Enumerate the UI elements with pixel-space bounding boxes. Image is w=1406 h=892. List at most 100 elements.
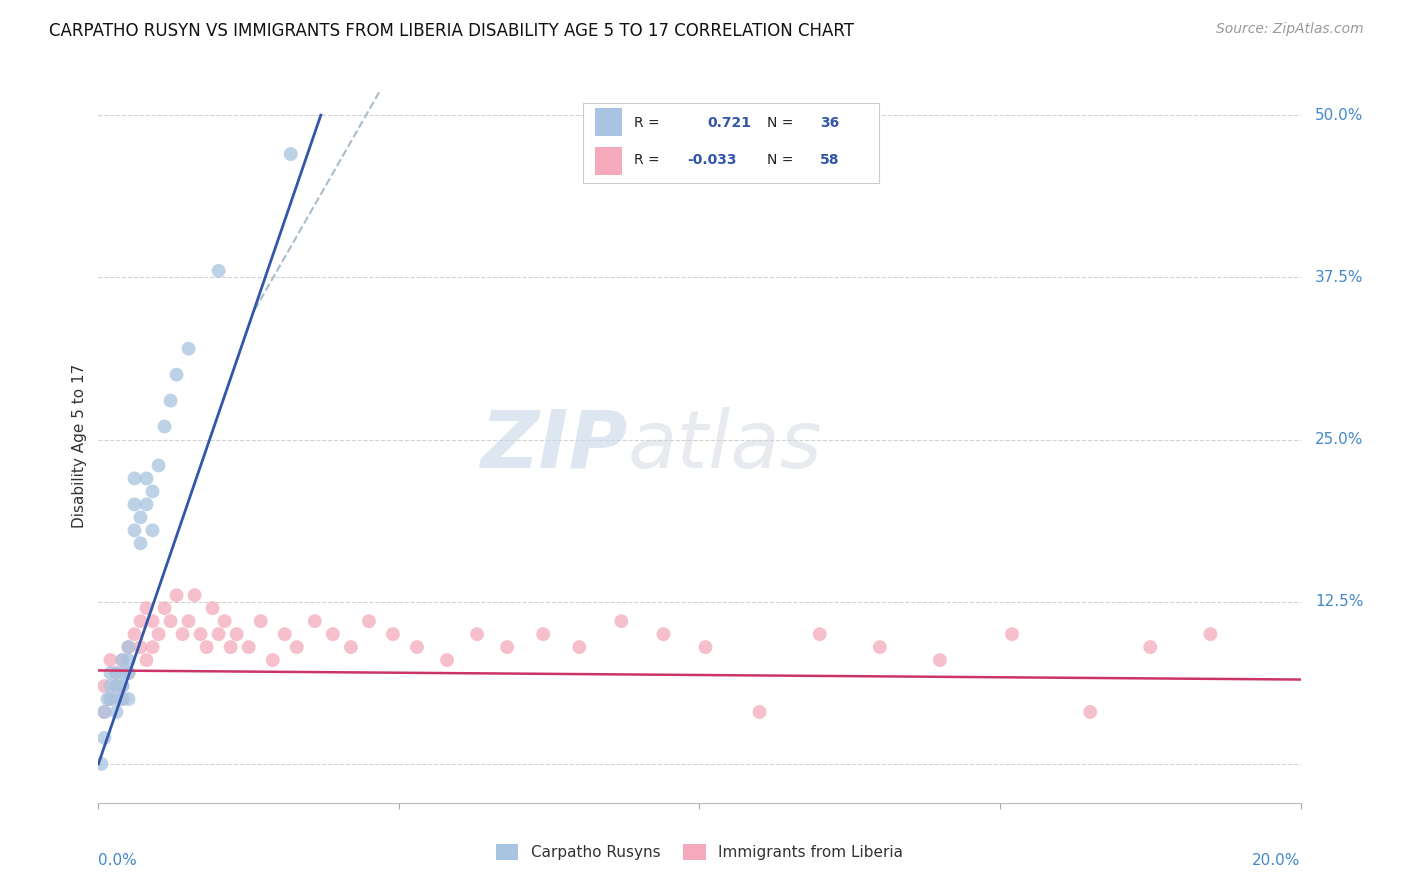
Point (172, 627, 194, 641)
Text: 0.0%: 0.0% (98, 853, 138, 868)
Point (695, 640, 717, 654)
Point (141, 524, 163, 538)
Point (166, 588, 188, 602)
Bar (595, 108, 621, 136)
Point (214, 614, 236, 628)
Point (93, 679, 115, 693)
Text: -0.033: -0.033 (688, 153, 737, 168)
Text: ZIP: ZIP (479, 407, 627, 485)
Point (100, 679, 122, 693)
Point (153, 419, 176, 434)
Text: N =: N = (766, 116, 793, 129)
Point (1078, 705, 1101, 719)
Point (208, 264, 231, 278)
Point (177, 614, 200, 628)
Point (148, 458, 170, 473)
Point (105, 666, 128, 681)
Point (100, 692, 122, 706)
Point (100, 692, 122, 706)
Point (1199, 627, 1222, 641)
Text: 58: 58 (820, 153, 839, 168)
Point (177, 342, 200, 356)
Point (135, 653, 157, 667)
Point (93, 705, 115, 719)
Point (141, 484, 163, 499)
Point (166, 368, 188, 382)
Point (117, 666, 139, 681)
Point (141, 640, 163, 654)
Point (652, 627, 675, 641)
Point (141, 614, 163, 628)
Point (100, 666, 122, 681)
Point (219, 640, 242, 654)
Text: N =: N = (766, 153, 793, 168)
Point (465, 627, 488, 641)
Point (304, 614, 326, 628)
Point (105, 679, 128, 693)
Point (568, 640, 591, 654)
Text: 20.0%: 20.0% (1253, 853, 1301, 868)
Point (531, 627, 554, 641)
Point (159, 614, 181, 628)
Point (238, 640, 260, 654)
Point (96, 692, 118, 706)
Point (111, 679, 134, 693)
Point (153, 601, 176, 615)
Text: CARPATHO RUSYN VS IMMIGRANTS FROM LIBERIA DISABILITY AGE 5 TO 17 CORRELATION CHA: CARPATHO RUSYN VS IMMIGRANTS FROM LIBERI… (49, 22, 855, 40)
Point (1139, 640, 1161, 654)
Point (285, 640, 308, 654)
Point (190, 627, 212, 641)
Point (117, 653, 139, 667)
Point (808, 627, 831, 641)
Point (340, 640, 363, 654)
Point (135, 497, 157, 511)
Point (183, 588, 205, 602)
Text: Source: ZipAtlas.com: Source: ZipAtlas.com (1216, 22, 1364, 37)
Point (105, 692, 128, 706)
Point (274, 627, 297, 641)
Text: 37.5%: 37.5% (1315, 270, 1364, 285)
Point (135, 601, 157, 615)
Bar (595, 147, 621, 175)
Point (111, 666, 134, 681)
Point (262, 653, 284, 667)
Point (124, 497, 146, 511)
Text: R =: R = (634, 116, 659, 129)
Text: 25.0%: 25.0% (1315, 432, 1364, 447)
Point (280, 147, 302, 161)
Point (105, 666, 128, 681)
Point (111, 653, 134, 667)
Point (93, 731, 115, 745)
Text: 0.721: 0.721 (707, 116, 751, 129)
Point (322, 627, 344, 641)
Legend: Carpatho Rusyns, Immigrants from Liberia: Carpatho Rusyns, Immigrants from Liberia (489, 838, 910, 866)
Point (406, 640, 429, 654)
Point (105, 679, 128, 693)
Point (111, 692, 134, 706)
Text: atlas: atlas (627, 407, 823, 485)
Point (381, 627, 404, 641)
Point (111, 692, 134, 706)
Point (100, 653, 122, 667)
Point (225, 627, 247, 641)
Point (124, 627, 146, 641)
Point (117, 666, 139, 681)
Point (159, 393, 181, 408)
Point (129, 640, 152, 654)
Point (105, 705, 128, 719)
Point (90, 756, 112, 771)
Point (129, 614, 152, 628)
Text: R =: R = (634, 153, 659, 168)
Point (201, 601, 224, 615)
Point (117, 692, 139, 706)
Point (129, 536, 152, 550)
Point (249, 614, 271, 628)
Point (117, 640, 139, 654)
Point (93, 705, 115, 719)
Point (748, 705, 770, 719)
Y-axis label: Disability Age 5 to 17: Disability Age 5 to 17 (72, 364, 87, 528)
Point (357, 614, 380, 628)
Point (869, 640, 891, 654)
Point (148, 627, 170, 641)
Point (124, 524, 146, 538)
